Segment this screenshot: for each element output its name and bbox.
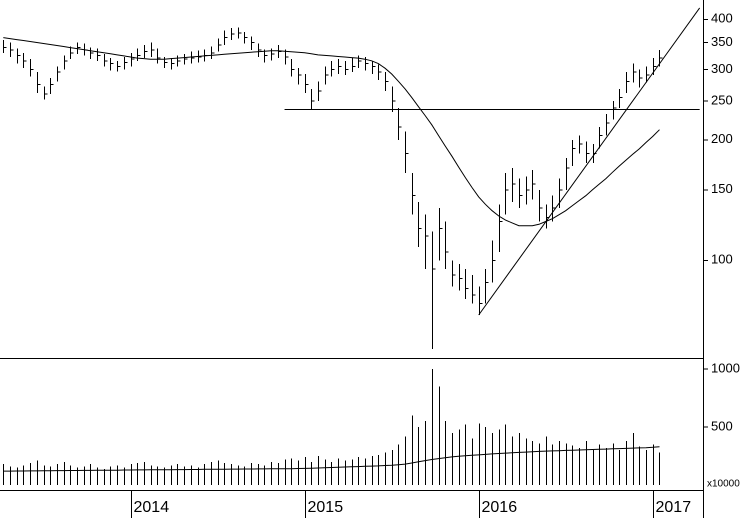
y2-tick-label: 1000 [711,360,740,375]
volume-unit: x10000 [707,479,740,490]
y-tick-label: 350 [711,34,733,49]
y2-tick-label: 500 [711,418,733,433]
x-tick-label: 2016 [482,499,518,516]
moving-average-line [3,37,660,227]
x-tick-label: 2014 [134,499,170,516]
y-tick-label: 250 [711,92,733,107]
volume-average-line [3,446,660,472]
x-tick-label: 2017 [656,499,692,516]
y-tick-label: 100 [711,252,733,267]
y-tick-label: 150 [711,181,733,196]
y-tick-label: 400 [711,11,733,26]
y-tick-label: 200 [711,131,733,146]
y-tick-label: 300 [711,61,733,76]
trend-line [478,7,701,316]
x-tick-label: 2015 [308,499,344,516]
